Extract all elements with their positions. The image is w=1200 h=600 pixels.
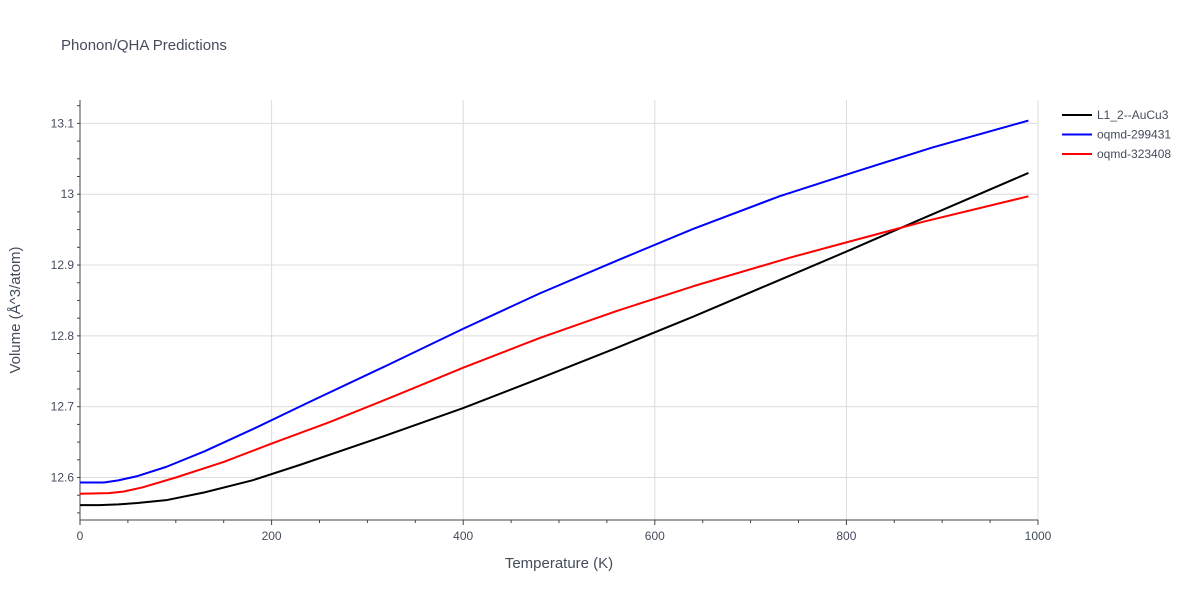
legend-label: oqmd-323408 (1097, 147, 1171, 161)
x-tick-label: 0 (77, 529, 84, 543)
x-axis-title: Temperature (K) (505, 555, 613, 572)
series-line-1 (80, 172, 1029, 507)
x-tick-label: 1000 (1025, 529, 1052, 543)
grid-layer (80, 100, 1039, 520)
x-tick-label: 800 (836, 529, 856, 543)
y-tick-label: 13 (61, 187, 75, 201)
y-tick-label: 13.1 (51, 116, 75, 130)
legend-label: oqmd-299431 (1097, 128, 1171, 142)
chart-title: Phonon/QHA Predictions (61, 37, 227, 54)
legend-item-1[interactable]: L1_2--AuCu3 (1062, 108, 1169, 122)
legend-label: L1_2--AuCu3 (1097, 108, 1169, 122)
axes-layer: 0 200 400 600 800 1000 12.6 12.7 12.8 12.9 13 13.1 (51, 100, 1052, 543)
y-tick-label: 12.6 (51, 471, 75, 485)
legend-item-3[interactable]: oqmd-323408 (1062, 147, 1171, 161)
y-tick-label: 12.7 (51, 400, 75, 414)
y-axis-title: Volume (Å^3/atom) (7, 246, 24, 373)
x-tick-label: 600 (645, 529, 665, 543)
series-line-2 (80, 119, 1029, 484)
x-tick-label: 400 (453, 529, 473, 543)
legend-item-2[interactable]: oqmd-299431 (1062, 128, 1171, 142)
x-tick-label: 200 (262, 529, 282, 543)
series-line-3 (79, 195, 1029, 495)
y-tick-label: 12.8 (51, 329, 75, 343)
legend[interactable]: L1_2--AuCu3 oqmd-299431 oqmd-323408 (1062, 108, 1171, 161)
y-tick-label: 12.9 (51, 258, 75, 272)
series-layer (79, 119, 1029, 507)
